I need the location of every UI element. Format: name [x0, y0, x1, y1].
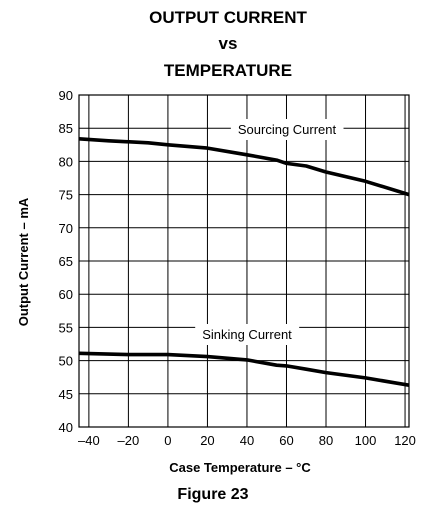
label-sourcing-current: Sourcing Current: [238, 122, 337, 137]
x-tick-label: –20: [118, 433, 140, 448]
y-tick-label: 45: [59, 387, 73, 402]
y-tick-label: 70: [59, 221, 73, 236]
y-tick-label: 65: [59, 254, 73, 269]
y-tick-label: 55: [59, 320, 73, 335]
plot-area-frame: [78, 94, 410, 428]
label-sinking-current: Sinking Current: [202, 327, 292, 342]
x-tick-label: 120: [394, 433, 416, 448]
series-line-sinking-current: [78, 351, 410, 387]
x-tick-label: 0: [164, 433, 171, 448]
y-axis-label: Output Current – mA: [16, 197, 31, 326]
x-tick-label: –40: [78, 433, 100, 448]
title-line-3: TEMPERATURE: [164, 61, 292, 80]
x-tick-label: 100: [355, 433, 377, 448]
x-tick-label: 20: [200, 433, 214, 448]
y-tick-label: 75: [59, 188, 73, 203]
x-tick-labels: –40 –20 0 20 40 60 80 100 120: [78, 433, 416, 448]
x-tick-label: 60: [279, 433, 293, 448]
y-tick-labels: 40 45 50 55 60 65 70 75 80 85 90: [59, 88, 73, 435]
figure-caption: Figure 23: [177, 486, 248, 503]
y-tick-label: 60: [59, 287, 73, 302]
x-tick-label: 80: [319, 433, 333, 448]
series-line-sourcing-current: [78, 137, 410, 197]
y-tick-label: 50: [59, 354, 73, 369]
label-sinking-background: [195, 324, 300, 345]
x-axis-label: Case Temperature – °C: [169, 460, 311, 475]
x-tick-label: 40: [240, 433, 254, 448]
y-tick-label: 90: [59, 88, 73, 103]
title-line-2: vs: [219, 34, 238, 53]
y-tick-label: 80: [59, 154, 73, 169]
label-sourcing-background: [230, 119, 344, 140]
y-tick-label: 40: [59, 420, 73, 435]
chart-title: OUTPUT CURRENT vs TEMPERATURE: [149, 8, 307, 80]
curve-label-backgrounds: [195, 119, 344, 345]
y-tick-label: 85: [59, 121, 73, 136]
title-line-1: OUTPUT CURRENT: [149, 8, 307, 27]
series-lines: [78, 137, 410, 387]
